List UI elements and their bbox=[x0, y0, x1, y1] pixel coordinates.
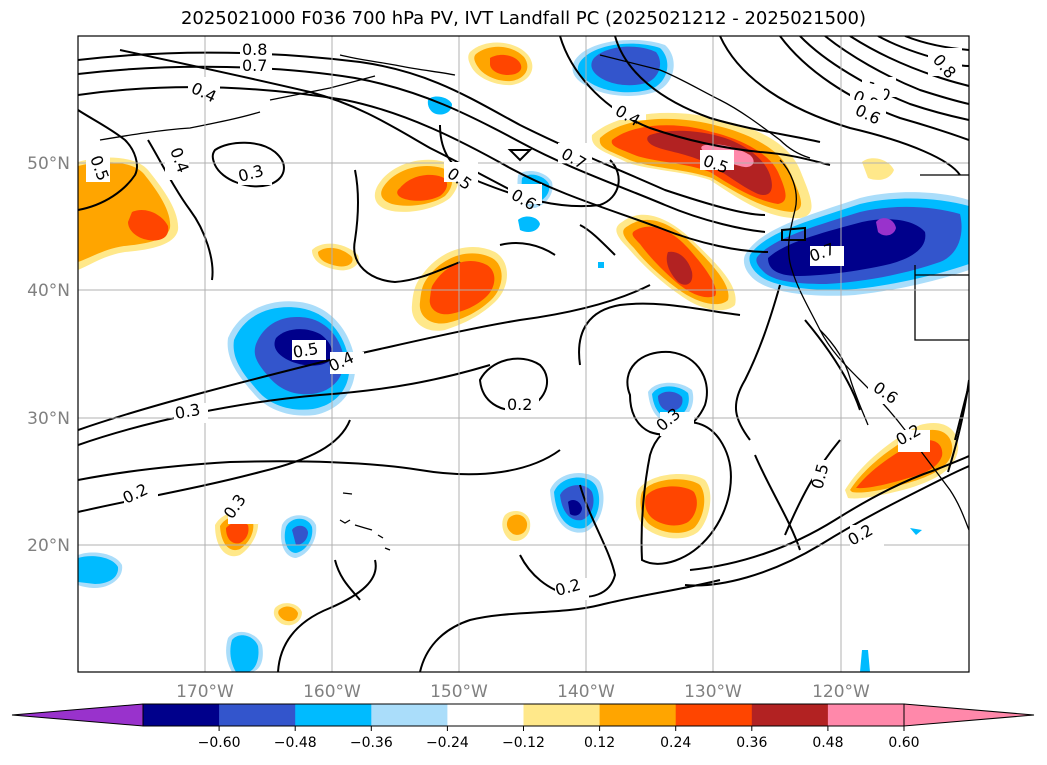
positive-anomaly bbox=[862, 158, 894, 180]
coastlines bbox=[99, 54, 969, 551]
colorbar-tick-label: 0.36 bbox=[736, 735, 767, 751]
positive-anomaly bbox=[490, 54, 522, 75]
colorbar-ticks: −0.60 −0.48 −0.36 −0.24 −0.12 0.12 0.24 0.36 0.4… bbox=[198, 726, 920, 751]
colorbar-segment bbox=[295, 704, 372, 726]
colorbar-tick-label: −0.24 bbox=[426, 735, 469, 751]
colorbar-tick-label: −0.36 bbox=[350, 735, 393, 751]
colorbar-tick-label: −0.48 bbox=[274, 735, 317, 751]
colorbar-segment bbox=[371, 704, 448, 726]
colorbar-segment bbox=[599, 704, 677, 726]
colorbar-tick-label: 0.60 bbox=[888, 735, 919, 751]
negative-anomaly bbox=[910, 528, 922, 535]
colorbar-tick-label: 0.24 bbox=[660, 735, 691, 751]
contour-label: 0.8 bbox=[242, 40, 267, 59]
filled-shading bbox=[78, 39, 969, 672]
map-title: 2025021000 F036 700 hPa PV, IVT Landfall… bbox=[180, 8, 867, 29]
lat-axis-labels: 50°N 40°N 30°N 20°N bbox=[27, 154, 70, 556]
lon-label: 160°W bbox=[303, 682, 361, 702]
lat-label: 50°N bbox=[27, 154, 70, 174]
positive-anomaly bbox=[429, 260, 495, 315]
lon-label: 170°W bbox=[176, 682, 234, 702]
colorbar-segment bbox=[447, 704, 524, 726]
negative-anomaly bbox=[230, 635, 259, 672]
colorbar-segment bbox=[523, 704, 601, 726]
positive-anomaly bbox=[226, 521, 249, 544]
colorbar-tick-label: 0.48 bbox=[812, 735, 843, 751]
lon-label: 130°W bbox=[684, 682, 742, 702]
colorbar-segment bbox=[751, 704, 829, 726]
positive-anomaly bbox=[666, 251, 693, 285]
colorbar-tick-label: 0.12 bbox=[584, 735, 615, 751]
positive-anomaly bbox=[128, 209, 169, 241]
positive-anomaly bbox=[318, 247, 353, 267]
negative-anomaly bbox=[860, 650, 870, 672]
colorbar-segment bbox=[827, 704, 905, 726]
colorbar-extend-right bbox=[903, 703, 1035, 727]
lat-label: 20°N bbox=[27, 536, 70, 556]
positive-anomaly bbox=[856, 440, 943, 489]
negative-anomaly bbox=[568, 500, 582, 516]
positive-anomaly bbox=[506, 514, 528, 535]
positive-anomaly bbox=[278, 606, 298, 622]
colorbar-tick-label: −0.60 bbox=[198, 735, 241, 751]
colorbar-segment bbox=[143, 704, 220, 726]
negative-anomaly bbox=[598, 262, 604, 268]
colorbar-segment bbox=[675, 704, 753, 726]
lon-label: 150°W bbox=[430, 682, 488, 702]
negative-anomaly bbox=[518, 216, 540, 232]
contour-label: 0.3 bbox=[173, 400, 201, 423]
lon-label: 140°W bbox=[557, 682, 615, 702]
colorbar-segments bbox=[143, 704, 905, 726]
positive-anomaly bbox=[645, 486, 697, 526]
negative-anomaly bbox=[591, 46, 661, 86]
plot-area: 0.8 0.7 0.4 0.5 0.4 0.3 0.5 0.6 0.7 0.4 … bbox=[78, 36, 969, 672]
colorbar-tick-label: −0.12 bbox=[502, 735, 545, 751]
contour-label: 0.7 bbox=[242, 56, 267, 75]
positive-anomaly bbox=[397, 174, 448, 201]
contour-label: 0.2 bbox=[507, 395, 532, 414]
negative-anomaly bbox=[292, 525, 308, 545]
plot-frame bbox=[77, 35, 970, 673]
lon-label: 120°W bbox=[812, 682, 870, 702]
negative-anomaly bbox=[78, 556, 119, 584]
colorbar-segment bbox=[219, 704, 296, 726]
negative-anomaly bbox=[876, 218, 896, 236]
lat-label: 30°N bbox=[27, 409, 70, 429]
negative-anomaly bbox=[658, 391, 683, 412]
contour-label: 0.5 bbox=[291, 339, 319, 362]
colorbar: −0.60 −0.48 −0.36 −0.24 −0.12 0.12 0.24 0.36 0.4… bbox=[11, 703, 1035, 751]
lat-label: 40°N bbox=[27, 281, 70, 301]
lon-axis-labels: 170°W 160°W 150°W 140°W 130°W 120°W bbox=[176, 682, 870, 702]
colorbar-extend-left bbox=[11, 703, 144, 727]
